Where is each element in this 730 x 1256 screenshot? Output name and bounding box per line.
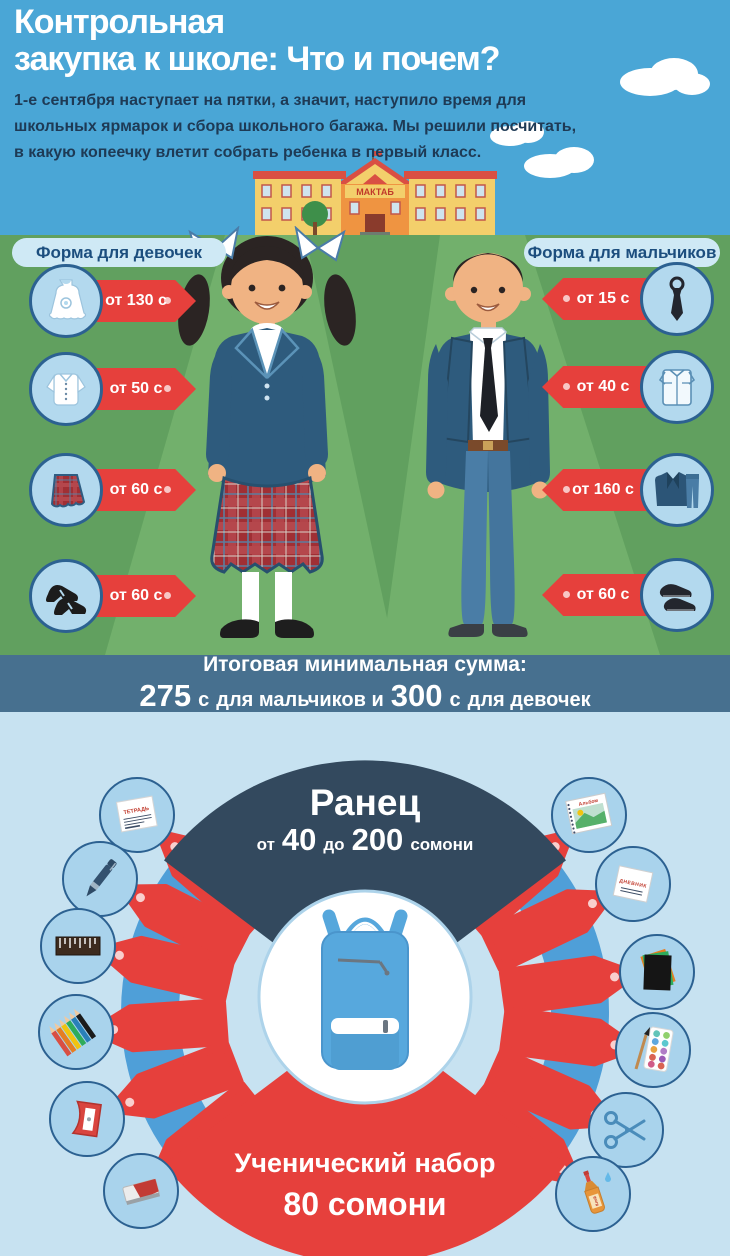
svg-text:Клей: Клей [592,1195,600,1207]
student-set-price: 80 сомони [283,1186,447,1222]
shoes-icon [29,559,103,633]
boys-total: 275 [139,678,192,713]
svg-text:Альбом: Альбом [578,797,599,808]
price-tag: от 60 с [92,469,196,511]
colored-paper-icon [619,934,695,1010]
price-tag: от 130 с [92,280,196,322]
price-tag: от 50 с [92,368,196,410]
price-tag: от 160 с [542,469,648,511]
school-sign: МАКТАБ [356,187,394,197]
colored-pencils-icon [38,994,114,1070]
price-tag: от 60 с [542,574,648,616]
blouse-icon [29,352,103,426]
price-tag: от 60 с [92,575,196,617]
student-set-title: Ученический набор [234,1148,496,1178]
album-icon: Альбом [551,777,627,853]
summary-amounts: 275 с для мальчиков и 300 с для девочек [139,678,591,713]
suit-icon [640,453,714,527]
glue-icon: Клей [555,1156,631,1232]
backpack-price-range: от 40 до 200 сомони [256,822,474,857]
intro-text: 1-е сентября наступает на пятки, а значи… [14,92,577,161]
diary-icon: ДНЕВНИК [595,846,671,922]
eraser-icon [103,1153,179,1229]
summary-title: Итоговая минимальная сумма: [203,653,527,676]
girls-total: 300 [390,678,443,713]
dress-icon [29,264,103,338]
sharpener-icon [49,1081,125,1157]
cloud-icon [524,147,594,178]
pen-icon [62,841,138,917]
paints-icon [615,1012,691,1088]
shirt-icon [640,350,714,424]
cloud-icon [620,58,710,96]
price-tag: от 15 с [542,278,648,320]
svg-text:ДНЕВНИК: ДНЕВНИК [619,878,648,890]
boys-section-label: Форма для мальчиков [524,238,720,267]
scissors-icon [588,1092,664,1168]
skirt-icon [29,453,103,527]
title-line1: Контрольная [14,3,225,41]
notebook-icon: ТЕТРАДЬ [99,777,175,853]
cloud-icon [490,121,544,146]
supplies-wheel [89,760,639,1256]
student-set-wedge [164,1012,566,1256]
ruler-icon [40,908,116,984]
boy-character [426,253,550,637]
svg-text:ТЕТРАДЬ: ТЕТРАДЬ [123,806,149,816]
shoes-icon [640,558,714,632]
girls-section-label: Форма для девочек [12,238,226,267]
backpack-icon [321,909,409,1070]
title-line2: закупка к школе: Что и почем? [14,39,501,78]
price-tag: от 40 с [542,366,648,408]
school-building: МАКТАБ [253,151,497,235]
girl-character [178,226,356,638]
backpack-title: Ранец [309,782,421,823]
tie-icon [640,262,714,336]
backpack-wedge [164,760,566,1012]
summary-banner: Итоговая минимальная сумма: 275 с для ма… [0,653,730,713]
page-title: Контрольная закупка к школе: Что и почем… [14,3,501,78]
